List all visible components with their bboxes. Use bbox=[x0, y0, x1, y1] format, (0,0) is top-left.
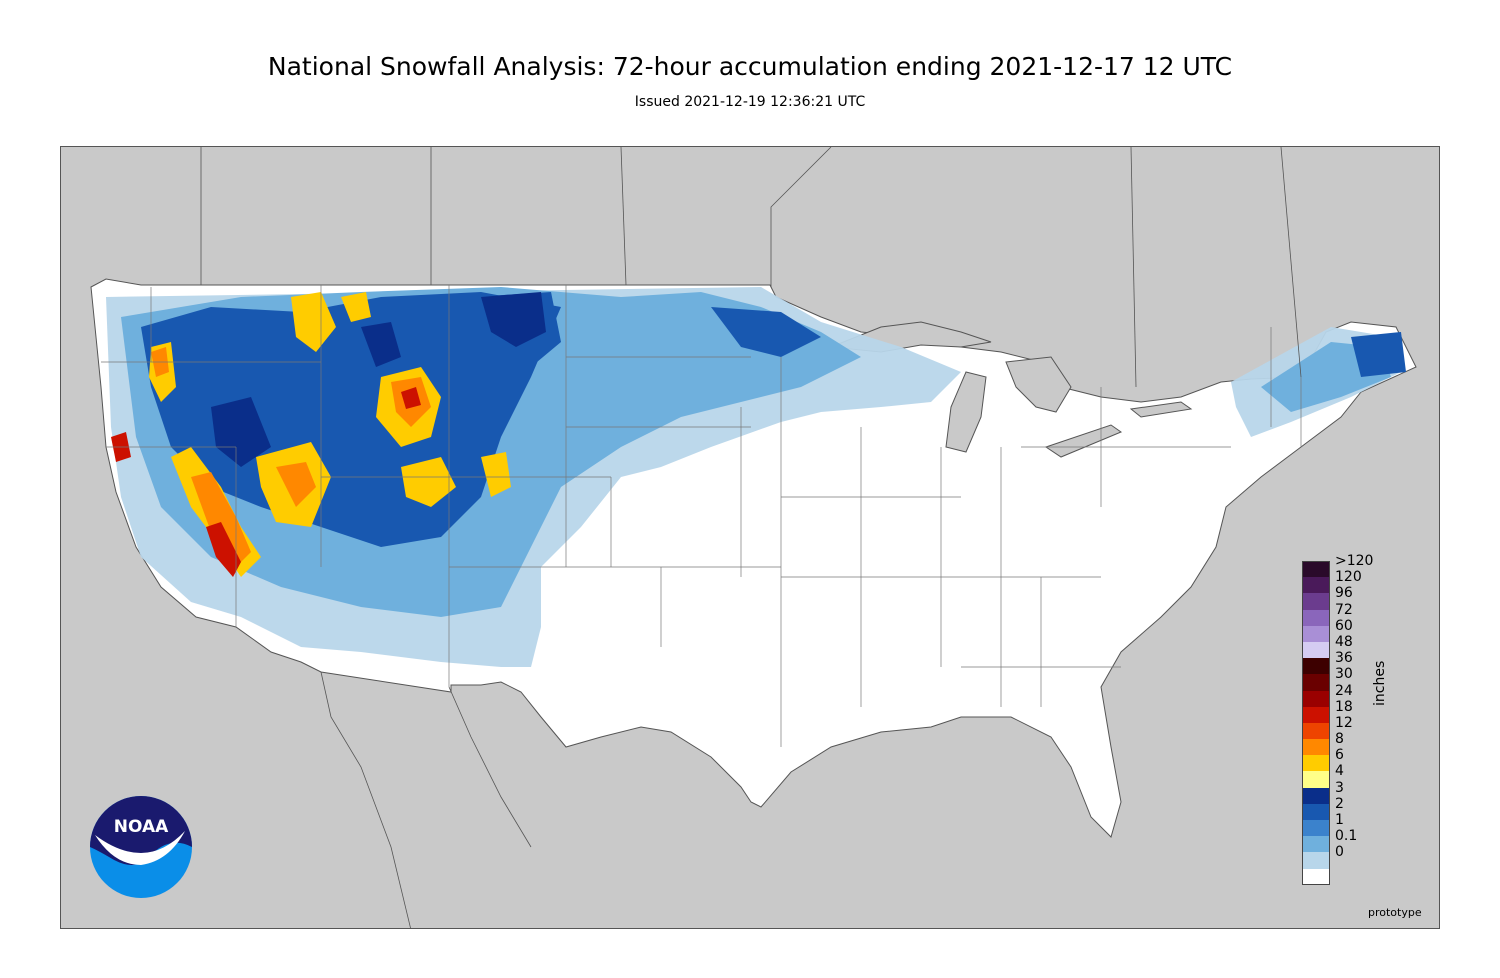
legend-label: 1 bbox=[1335, 812, 1344, 828]
legend-label: 24 bbox=[1335, 682, 1353, 699]
legend-label: 96 bbox=[1335, 585, 1353, 602]
lake-michigan bbox=[945, 371, 987, 453]
legend-swatch bbox=[1302, 803, 1330, 820]
legend-swatch bbox=[1302, 771, 1330, 788]
legend-label: 18 bbox=[1335, 698, 1353, 715]
legend-swatch bbox=[1302, 561, 1330, 578]
map-title: National Snowfall Analysis: 72-hour accu… bbox=[267, 52, 1233, 81]
legend-swatch bbox=[1302, 820, 1330, 837]
legend-swatch bbox=[1302, 739, 1330, 756]
legend-swatch bbox=[1302, 868, 1330, 885]
prototype-note: prototype bbox=[1368, 906, 1422, 919]
legend-label: 0 bbox=[1335, 844, 1344, 861]
legend-label: 0.1 bbox=[1335, 828, 1358, 845]
lake-huron bbox=[1005, 356, 1072, 413]
legend-unit: inches bbox=[1372, 660, 1388, 706]
legend-swatch bbox=[1302, 755, 1330, 772]
noaa-logo: NOAA bbox=[89, 795, 193, 903]
legend-swatch bbox=[1302, 836, 1330, 853]
legend-label: 120 bbox=[1335, 569, 1362, 586]
legend-label: 72 bbox=[1335, 601, 1353, 618]
legend-label: 4 bbox=[1335, 763, 1344, 780]
legend-swatch bbox=[1302, 690, 1330, 707]
legend-label: 12 bbox=[1335, 714, 1353, 731]
map-canvas bbox=[90, 147, 1417, 928]
legend-swatch bbox=[1302, 641, 1330, 659]
legend-label: 3 bbox=[1335, 779, 1344, 796]
issued-timestamp: Issued 2021-12-19 12:36:21 UTC bbox=[634, 94, 866, 110]
legend-label: >120 bbox=[1335, 553, 1374, 569]
legend-labels: >120 120 96 72 60 48 36 30 24 18 12 8 6 4 3 2 1 0.1 0 bbox=[1335, 553, 1373, 861]
legend-label: 2 bbox=[1335, 795, 1344, 812]
legend-label: 6 bbox=[1335, 747, 1344, 764]
legend-swatch bbox=[1302, 852, 1330, 869]
legend-label: 30 bbox=[1335, 666, 1353, 683]
legend-swatch bbox=[1302, 674, 1330, 691]
snowfall-map bbox=[60, 146, 1440, 929]
state-borders bbox=[101, 285, 1302, 747]
legend-swatch bbox=[1302, 625, 1330, 642]
legend-swatch bbox=[1302, 722, 1330, 740]
legend-swatch bbox=[1302, 609, 1330, 626]
noaa-logo-text: NOAA bbox=[114, 817, 169, 837]
legend-label: 48 bbox=[1335, 633, 1353, 650]
legend-swatch bbox=[1302, 787, 1330, 804]
legend-label: 36 bbox=[1335, 650, 1353, 667]
snow-deep-layer bbox=[211, 292, 546, 467]
country-borders bbox=[200, 147, 1302, 928]
legend-colorbar bbox=[1302, 561, 1330, 885]
legend-swatch bbox=[1302, 593, 1330, 610]
legend-swatch bbox=[1302, 577, 1330, 594]
legend-swatch bbox=[1302, 706, 1330, 723]
lake-ontario bbox=[1129, 401, 1193, 418]
lake-erie bbox=[1044, 424, 1123, 458]
legend-label: 8 bbox=[1335, 731, 1344, 748]
legend-label: 60 bbox=[1335, 617, 1353, 634]
legend-swatch bbox=[1302, 658, 1330, 675]
